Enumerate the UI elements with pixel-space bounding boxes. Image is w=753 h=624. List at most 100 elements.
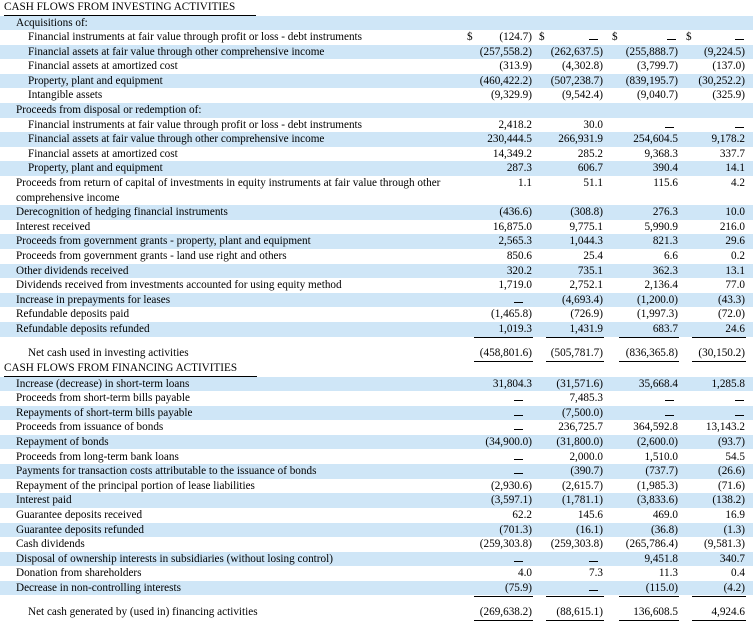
value-cell: 13.1 xyxy=(725,264,745,277)
dash-cell xyxy=(665,126,674,128)
value-cell: 7,485.3 xyxy=(569,392,603,405)
value-cell: 254,604.5 xyxy=(633,133,678,146)
value-cell: (2,600.0) xyxy=(636,435,678,448)
row-label: Financial assets at amortized cost xyxy=(28,147,178,160)
dash-cell xyxy=(514,301,523,303)
row-label: Refundable deposits paid xyxy=(16,308,130,321)
value-cell: 25.4 xyxy=(583,250,603,262)
dash-cell xyxy=(514,429,523,431)
value-cell: (31,571.6) xyxy=(556,377,603,390)
value-cell: (93.7) xyxy=(717,435,745,448)
value-cell: 16,875.0 xyxy=(492,220,532,233)
subtotal-rule xyxy=(546,337,604,338)
value-cell: 145.6 xyxy=(577,508,603,521)
value-cell: 2,000.0 xyxy=(569,450,603,463)
value-cell: (137.0) xyxy=(712,60,745,73)
table-row: Financial instruments at fair value thro… xyxy=(0,118,753,133)
value-cell: (72.0) xyxy=(717,308,745,321)
total-rule xyxy=(474,361,533,362)
value-cell: (269,638.2) xyxy=(479,606,532,618)
table-row: Proceeds from return of capital of inves… xyxy=(0,176,753,205)
value-cell: (9,329.9) xyxy=(490,89,532,102)
total-rule xyxy=(546,361,604,362)
value-cell: (460,422.2) xyxy=(479,74,532,87)
value-cell: 390.4 xyxy=(652,162,678,175)
acquisitions-label-row: Acquisitions of: xyxy=(0,15,753,31)
value-cell: 1.1 xyxy=(518,177,532,189)
value-cell: (836,365.8) xyxy=(625,347,678,359)
value-cell: (3,799.7) xyxy=(636,60,678,73)
subtotal-rule xyxy=(474,337,533,338)
currency-symbol: $ xyxy=(467,31,473,43)
row-label: Other dividends received xyxy=(16,264,129,277)
value-cell: 606.7 xyxy=(577,162,603,175)
value-cell: 6.6 xyxy=(664,250,678,262)
value-cell: (1.3) xyxy=(723,523,745,536)
dash-cell xyxy=(514,400,523,402)
table-row: Other dividends received 320.2 735.1 362… xyxy=(0,263,753,279)
table-row: Payments for transaction costs attributa… xyxy=(0,464,753,479)
table-row: Proceeds from issuance of bonds 236,725.… xyxy=(0,420,753,435)
value-cell: (839,195.7) xyxy=(625,74,678,87)
value-cell: 821.3 xyxy=(652,235,678,248)
dash-cell xyxy=(589,589,598,591)
currency-symbol: $ xyxy=(539,31,545,43)
table-row: Guarantee deposits received 62.2 145.6 4… xyxy=(0,508,753,523)
row-label: Financial assets at fair value through o… xyxy=(28,133,325,146)
value-cell: 285.2 xyxy=(577,147,603,160)
financing-header: CASH FLOWS FROM FINANCING ACTIVITIES xyxy=(4,362,238,374)
table-row: Financial assets at amortized cost (313.… xyxy=(0,59,753,74)
value-cell: 4.2 xyxy=(731,177,745,189)
dash-cell xyxy=(514,458,523,460)
currency-symbol: $ xyxy=(686,31,692,43)
value-cell: 216.0 xyxy=(719,220,745,233)
value-cell: 287.3 xyxy=(506,162,532,175)
value-cell: 62.2 xyxy=(512,508,532,521)
dash-cell xyxy=(589,39,598,40)
value-cell: (9,040.7) xyxy=(636,89,678,102)
value-cell: 9,368.3 xyxy=(644,147,678,160)
total-rule xyxy=(474,620,533,621)
value-cell: 115.6 xyxy=(653,177,678,189)
value-cell: 4,924.6 xyxy=(711,606,745,618)
row-label: Guarantee deposits refunded xyxy=(16,523,144,536)
value-cell: (262,637.5) xyxy=(550,45,603,58)
table-row: Guarantee deposits refunded (701.3) (16.… xyxy=(0,522,753,538)
value-cell: 11.3 xyxy=(658,567,678,580)
value-cell: (3,833.6) xyxy=(636,494,678,507)
value-cell: (4,693.4) xyxy=(561,293,603,306)
dash-cell xyxy=(514,414,523,416)
dash-cell xyxy=(735,39,744,40)
value-cell: 683.7 xyxy=(652,323,678,335)
row-label: Property, plant and equipment xyxy=(28,162,163,175)
value-cell: 1,285.8 xyxy=(711,377,745,390)
investing-header-row: CASH FLOWS FROM INVESTING ACTIVITIES xyxy=(0,0,753,15)
table-row: Proceeds from long-term bank loans 2,000… xyxy=(0,450,753,465)
table-row: Refundable deposits refunded 1,019.3 1,4… xyxy=(0,322,753,337)
value-cell: 469.0 xyxy=(652,508,678,521)
value-cell: (1,200.0) xyxy=(636,293,678,306)
table-row: Financial assets at amortized cost 14,34… xyxy=(0,147,753,162)
value-cell: (257,558.2) xyxy=(479,45,532,58)
row-label: Intangible assets xyxy=(28,89,103,102)
value-cell: (9,542.4) xyxy=(561,89,603,102)
value-cell: (308.8) xyxy=(570,206,603,219)
value-cell: (9,224.5) xyxy=(703,45,745,58)
row-label: Proceeds from short-term bills payable xyxy=(16,392,190,405)
value-cell: (507,238.7) xyxy=(550,74,603,87)
dash-cell xyxy=(514,560,523,562)
value-cell: 850.6 xyxy=(506,250,532,262)
value-cell: (1,997.3) xyxy=(636,308,678,321)
total-rule xyxy=(619,361,679,362)
table-row: Proceeds from government grants - land u… xyxy=(0,249,753,264)
dash-cell xyxy=(667,39,676,40)
table-row: Disposal of ownership interests in subsi… xyxy=(0,551,753,567)
value-cell: 5,990.9 xyxy=(644,220,678,233)
value-cell: (265,786.4) xyxy=(625,538,678,551)
row-label: Dividends received from investments acco… xyxy=(16,279,342,292)
row-label: Increase in prepayments for leases xyxy=(16,293,171,306)
table-row: Interest received 16,875.0 9,775.1 5,990… xyxy=(0,220,753,235)
row-label: Proceeds from return of capital of inves… xyxy=(16,177,441,204)
row-label: Proceeds from issuance of bonds xyxy=(16,421,164,434)
